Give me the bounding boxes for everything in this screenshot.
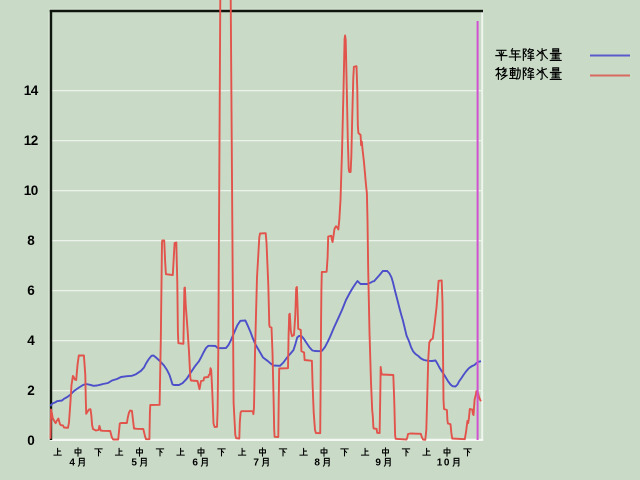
svg-text:8: 8 (27, 233, 35, 248)
svg-text:10: 10 (24, 183, 38, 198)
svg-text:7: 7 (253, 458, 260, 469)
svg-text:14: 14 (24, 83, 39, 98)
svg-text:4: 4 (27, 333, 35, 348)
svg-text:6: 6 (192, 458, 199, 469)
svg-text:8: 8 (314, 458, 321, 469)
svg-text:0: 0 (27, 433, 34, 448)
svg-text:12: 12 (24, 133, 38, 148)
svg-text:10: 10 (437, 458, 451, 469)
svg-text:6: 6 (27, 283, 35, 298)
svg-text:9: 9 (375, 458, 382, 469)
svg-text:4: 4 (69, 458, 76, 469)
svg-text:2: 2 (27, 383, 34, 398)
svg-text:5: 5 (131, 458, 138, 469)
